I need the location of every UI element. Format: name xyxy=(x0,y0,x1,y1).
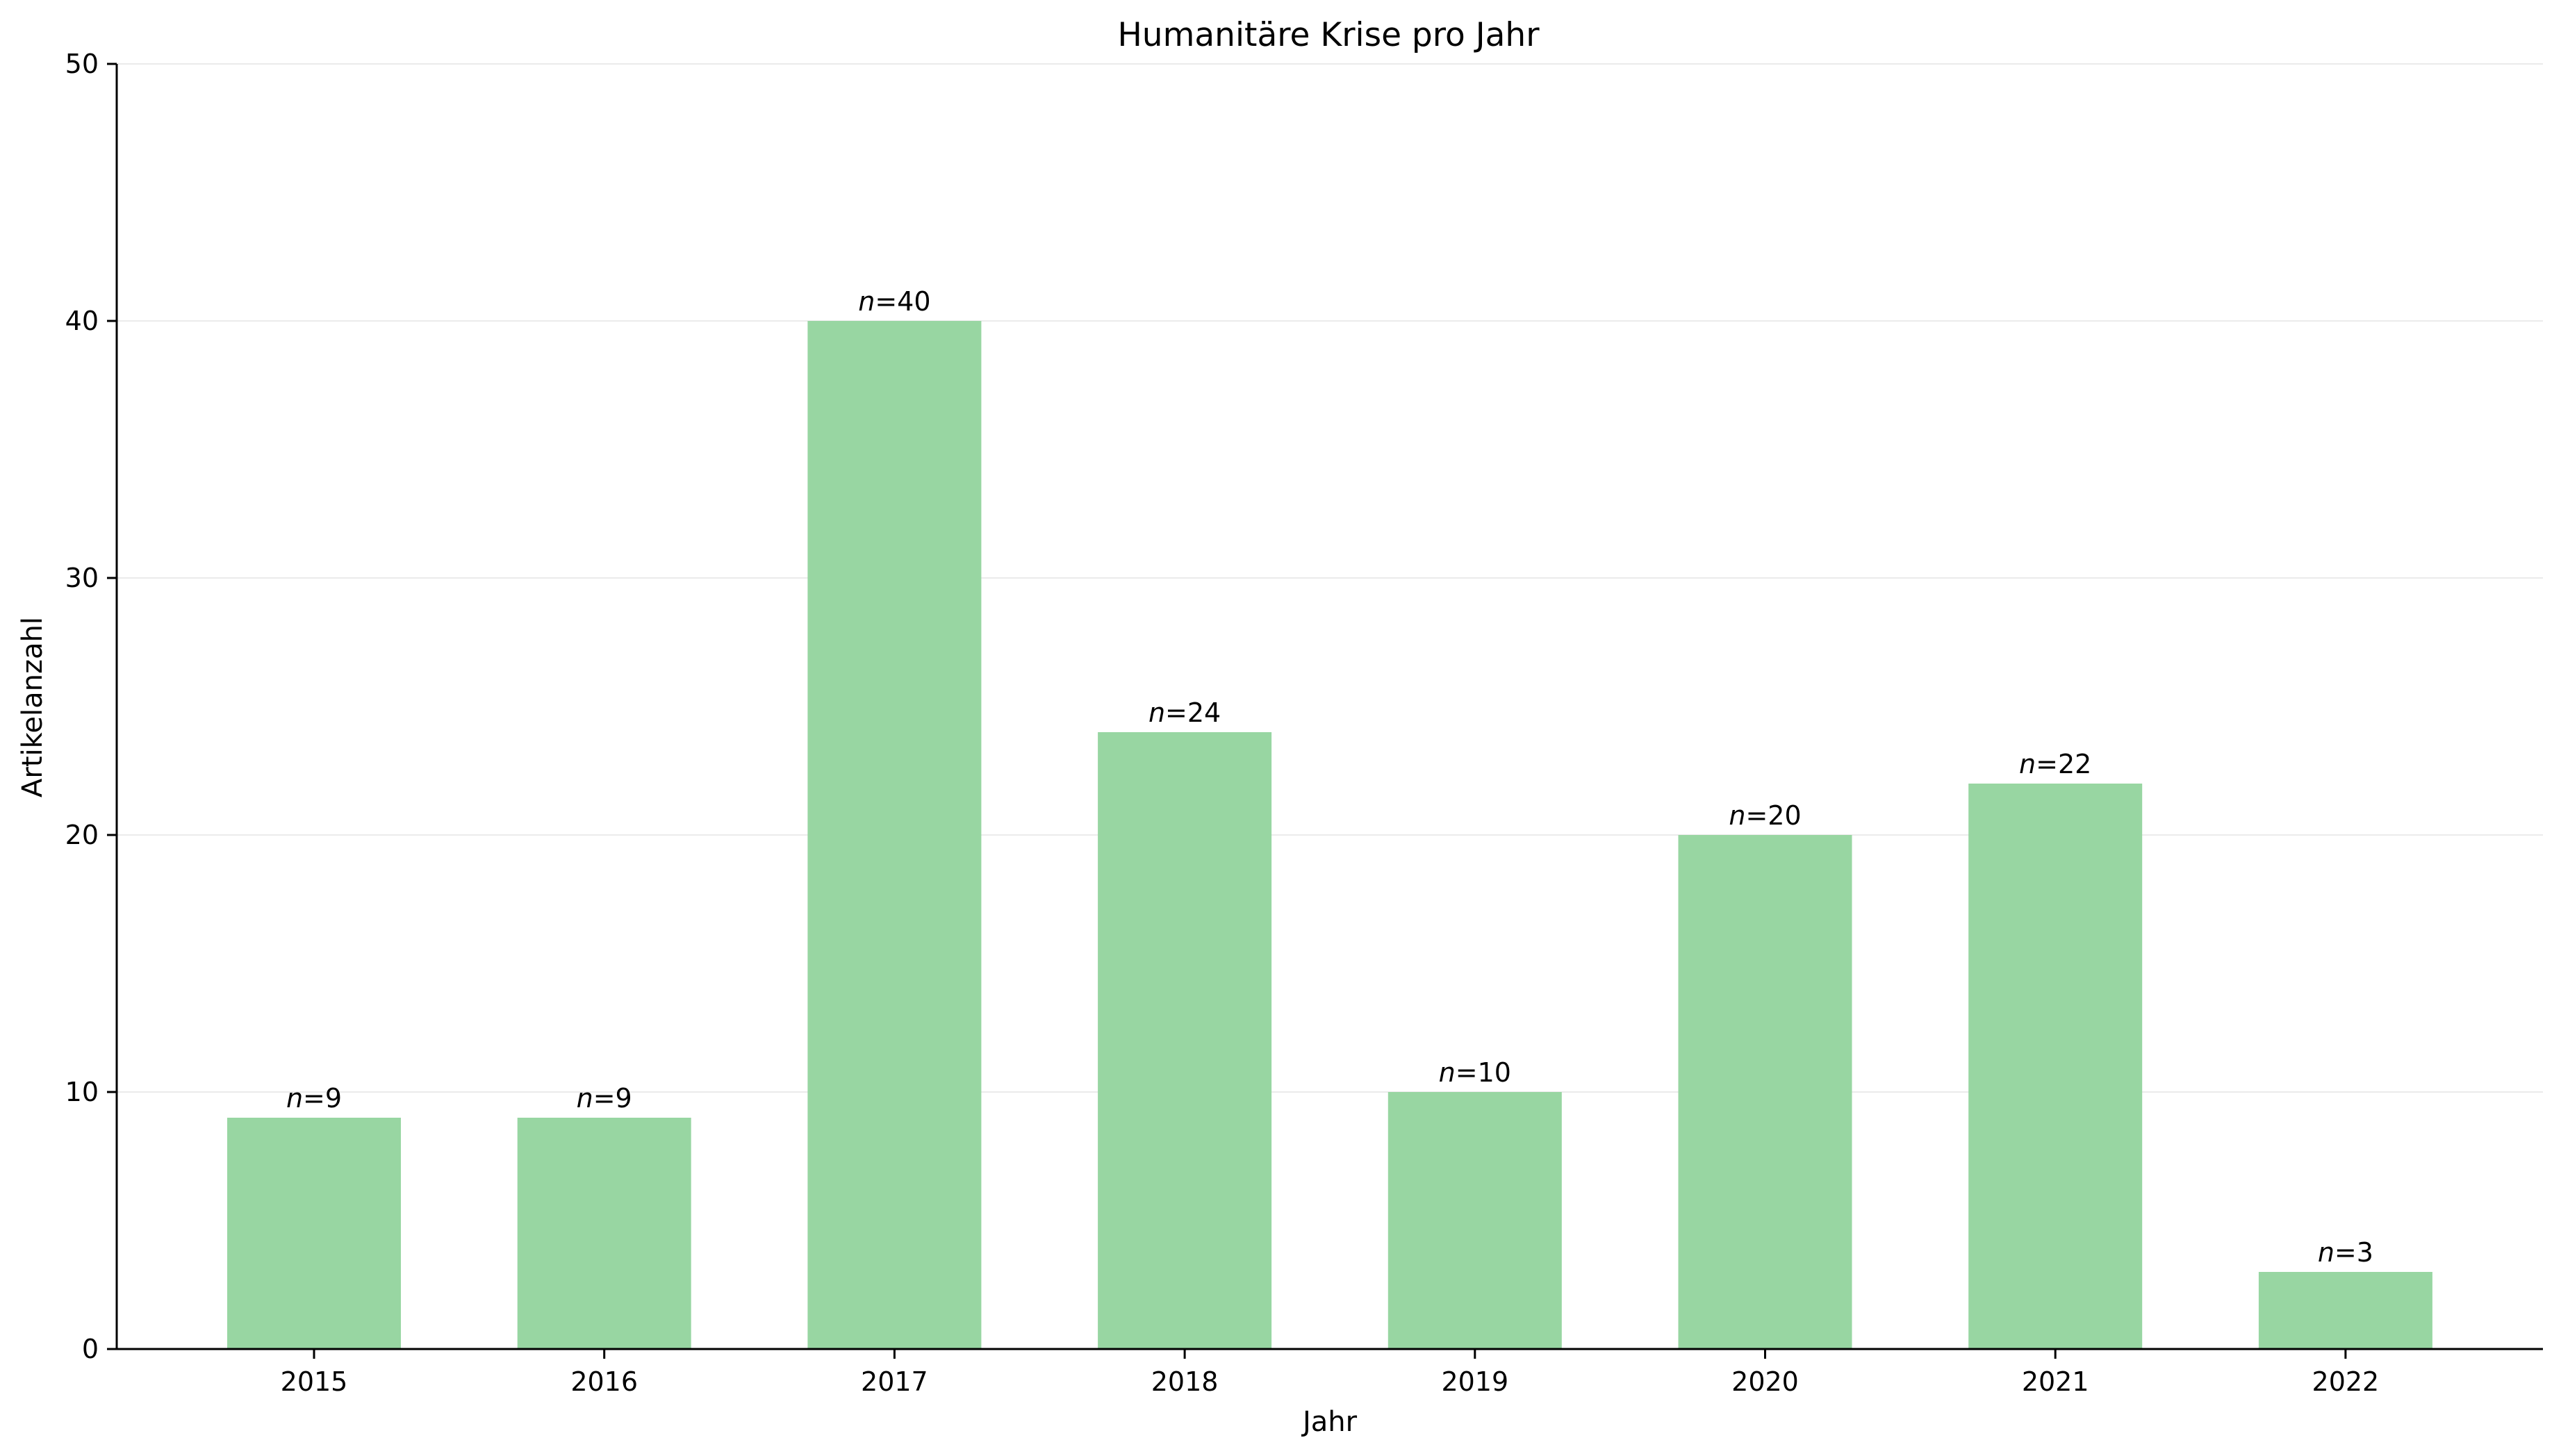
x-tick-label: 2020 xyxy=(1731,1366,1799,1397)
y-axis-label: Artikelanzahl xyxy=(17,617,49,797)
x-tick-label: 2017 xyxy=(861,1366,928,1397)
y-tick-label: 30 xyxy=(65,563,99,593)
data-label: n=9 xyxy=(286,1083,342,1114)
bars xyxy=(227,321,2432,1349)
x-tick-label: 2015 xyxy=(281,1366,348,1397)
data-label: n=9 xyxy=(577,1083,632,1114)
data-label: n=10 xyxy=(1439,1057,1511,1088)
data-label: n=20 xyxy=(1729,800,1801,831)
y-tick-label: 40 xyxy=(65,306,99,336)
x-tick-label: 2021 xyxy=(2022,1366,2089,1397)
data-label: n=22 xyxy=(2019,749,2091,779)
bar xyxy=(1678,835,1852,1349)
data-label: n=24 xyxy=(1148,697,1221,728)
data-label: n=3 xyxy=(2318,1237,2373,1268)
bar xyxy=(1098,732,1272,1349)
bar xyxy=(1387,1092,1562,1349)
y-ticks: 0 10 20 30 40 50 xyxy=(65,49,117,1364)
y-tick-label: 50 xyxy=(65,49,99,79)
axes xyxy=(115,64,2543,1350)
data-labels: n=9 n=9 n=40 n=24 n=10 n=20 n=22 n=3 xyxy=(286,286,2373,1268)
x-axis-label: Jahr xyxy=(1301,1406,1358,1438)
x-tick-label: 2022 xyxy=(2312,1366,2380,1397)
x-tick-label: 2018 xyxy=(1151,1366,1219,1397)
x-tick-label: 2016 xyxy=(570,1366,638,1397)
y-tick-label: 20 xyxy=(65,820,99,850)
bar xyxy=(517,1118,691,1349)
bar xyxy=(1968,784,2143,1349)
bar xyxy=(807,321,982,1349)
x-tick-label: 2019 xyxy=(1441,1366,1508,1397)
bar xyxy=(227,1118,401,1349)
bar xyxy=(2258,1272,2432,1349)
x-ticks: 2015 2016 2017 2018 2019 2020 2021 2022 xyxy=(281,1349,2380,1397)
data-label: n=40 xyxy=(858,286,930,317)
chart-title: Humanitäre Krise pro Jahr xyxy=(1117,16,1540,54)
y-tick-label: 10 xyxy=(65,1077,99,1107)
grid-lines xyxy=(117,63,2543,1093)
y-tick-label: 0 xyxy=(82,1334,99,1364)
